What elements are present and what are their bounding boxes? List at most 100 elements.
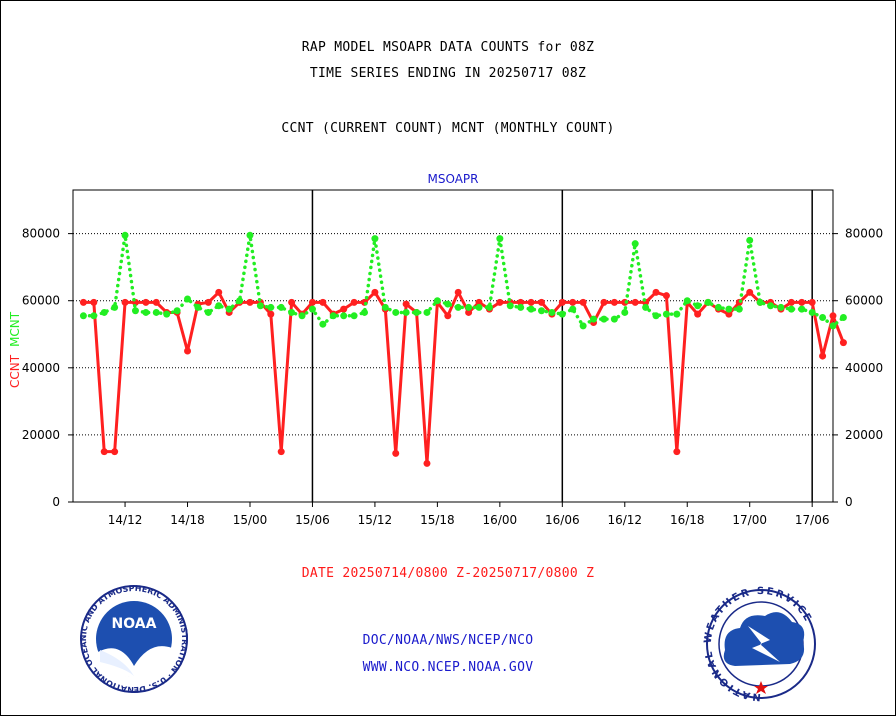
point-ccnt [746, 288, 754, 296]
point-mcnt [714, 303, 722, 311]
point-ccnt [839, 339, 847, 347]
y-tick-label-left: 60000 [22, 294, 60, 308]
point-mcnt [642, 303, 650, 311]
point-mcnt [808, 308, 816, 316]
point-mcnt [121, 231, 129, 239]
point-ccnt [652, 288, 660, 296]
point-ccnt [350, 298, 358, 306]
point-mcnt [277, 303, 285, 311]
point-mcnt [79, 312, 87, 320]
point-mcnt [829, 322, 837, 330]
x-tick-label: 15/18 [420, 513, 455, 527]
point-mcnt [798, 305, 806, 313]
series-legend-text: CCNT (CURRENT COUNT) MCNT (MONTHLY COUNT… [281, 121, 615, 136]
x-tick-label: 14/18 [170, 513, 205, 527]
point-ccnt [340, 305, 348, 313]
point-mcnt [444, 300, 452, 308]
point-ccnt [579, 298, 587, 306]
point-mcnt [558, 310, 566, 318]
y-label-mcnt: MCNT [8, 311, 22, 347]
point-mcnt [756, 298, 764, 306]
point-mcnt [569, 305, 577, 313]
point-mcnt [267, 303, 275, 311]
point-mcnt [725, 305, 733, 313]
x-tick-label: 16/12 [607, 513, 642, 527]
y-tick-label-left: 40000 [22, 361, 60, 375]
point-mcnt [590, 315, 598, 323]
point-mcnt [215, 302, 223, 310]
point-ccnt [423, 459, 431, 467]
point-ccnt [694, 310, 702, 318]
point-mcnt [371, 235, 379, 243]
point-ccnt [392, 449, 400, 457]
point-mcnt [631, 240, 639, 248]
point-ccnt [100, 448, 108, 456]
point-mcnt [652, 312, 660, 320]
x-tick-label: 16/06 [545, 513, 580, 527]
point-mcnt [600, 315, 608, 323]
point-mcnt [548, 308, 556, 316]
point-ccnt [673, 448, 681, 456]
point-ccnt [631, 298, 639, 306]
point-mcnt [767, 302, 775, 310]
point-mcnt [787, 305, 795, 313]
x-tick-label: 15/00 [233, 513, 268, 527]
point-ccnt [829, 312, 837, 320]
point-mcnt [225, 305, 233, 313]
point-ccnt [371, 288, 379, 296]
point-ccnt [600, 298, 608, 306]
point-ccnt [246, 298, 254, 306]
chart-subtitle: TIME SERIES ENDING IN 20250717 08Z [309, 66, 587, 81]
point-ccnt [558, 298, 566, 306]
y-tick-label-right: 20000 [845, 428, 883, 442]
point-mcnt [673, 310, 681, 318]
point-mcnt [735, 305, 743, 313]
x-tick-label: 17/06 [795, 513, 830, 527]
point-ccnt [798, 298, 806, 306]
point-mcnt [517, 303, 525, 311]
point-mcnt [131, 307, 139, 315]
point-mcnt [621, 308, 629, 316]
point-mcnt [433, 297, 441, 305]
x-tick-label: 14/12 [108, 513, 143, 527]
point-ccnt [610, 298, 618, 306]
point-mcnt [288, 308, 296, 316]
y-tick-label-left: 20000 [22, 428, 60, 442]
point-ccnt [184, 347, 192, 355]
point-mcnt [194, 303, 202, 311]
point-ccnt [277, 448, 285, 456]
noaa-ring-text: NATIONAL OCEANIC AND ATMOSPHERIC ADMINIS… [0, 0, 189, 694]
point-mcnt [142, 308, 150, 316]
point-mcnt [381, 303, 389, 311]
point-mcnt [465, 303, 473, 311]
point-ccnt [725, 310, 733, 318]
point-ccnt [288, 298, 296, 306]
y-tick-label-right: 0 [845, 495, 853, 509]
y-tick-label-left: 0 [52, 495, 60, 509]
point-ccnt [569, 298, 577, 306]
point-mcnt [392, 308, 400, 316]
noaa-logo: NATIONAL OCEANIC AND ATMOSPHERIC ADMINIS… [0, 0, 189, 694]
point-ccnt [662, 292, 670, 300]
x-tick-label: 15/06 [295, 513, 330, 527]
point-ccnt [90, 298, 98, 306]
point-mcnt [694, 302, 702, 310]
point-ccnt [402, 300, 410, 308]
point-mcnt [90, 312, 98, 320]
point-mcnt [610, 315, 618, 323]
point-ccnt [111, 448, 119, 456]
point-mcnt [746, 236, 754, 244]
point-ccnt [454, 288, 462, 296]
y-tick-label-right: 40000 [845, 361, 883, 375]
point-ccnt [267, 310, 275, 318]
point-mcnt [246, 231, 254, 239]
point-mcnt [204, 308, 212, 316]
point-mcnt [662, 310, 670, 318]
point-mcnt [308, 305, 316, 313]
point-mcnt [496, 235, 504, 243]
point-mcnt [485, 303, 493, 311]
point-mcnt [163, 310, 171, 318]
point-mcnt [704, 298, 712, 306]
website-link[interactable]: WWW.NCO.NCEP.NOAA.GOV [362, 660, 534, 675]
point-mcnt [100, 308, 108, 316]
